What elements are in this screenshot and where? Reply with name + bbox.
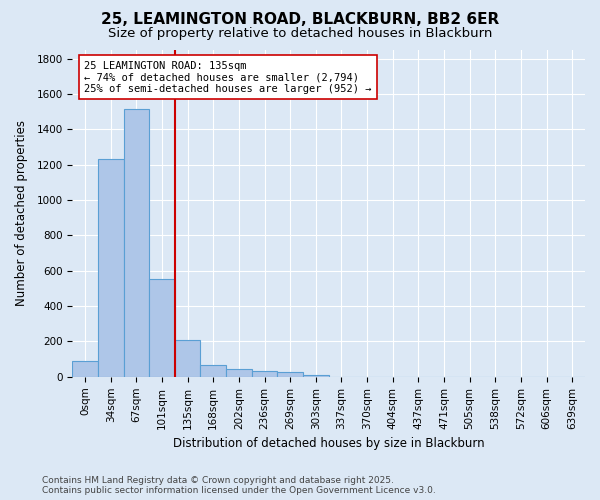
Bar: [124, 109, 149, 377]
Bar: [73, 361, 98, 377]
Bar: [277, 372, 303, 377]
Text: 25 LEAMINGTON ROAD: 135sqm
← 74% of detached houses are smaller (2,794)
25% of s: 25 LEAMINGTON ROAD: 135sqm ← 74% of deta…: [84, 60, 371, 94]
Text: Size of property relative to detached houses in Blackburn: Size of property relative to detached ho…: [108, 28, 492, 40]
Bar: [200, 366, 226, 377]
Bar: [98, 158, 124, 377]
Bar: [303, 375, 329, 377]
Bar: [149, 279, 175, 377]
X-axis label: Distribution of detached houses by size in Blackburn: Distribution of detached houses by size …: [173, 437, 484, 450]
Bar: [175, 340, 200, 377]
Bar: [226, 369, 252, 377]
Bar: [252, 370, 277, 377]
Text: Contains HM Land Registry data © Crown copyright and database right 2025.
Contai: Contains HM Land Registry data © Crown c…: [42, 476, 436, 495]
Y-axis label: Number of detached properties: Number of detached properties: [15, 120, 28, 306]
Text: 25, LEAMINGTON ROAD, BLACKBURN, BB2 6ER: 25, LEAMINGTON ROAD, BLACKBURN, BB2 6ER: [101, 12, 499, 28]
